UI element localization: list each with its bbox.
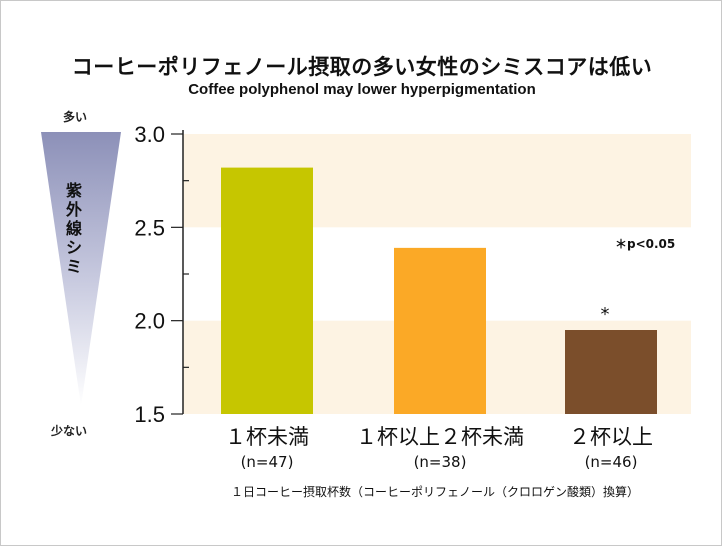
category-sample-size: (n=46) xyxy=(584,453,638,471)
bar xyxy=(221,167,313,414)
y-axis-label-char: 線 xyxy=(65,219,82,238)
significance-note: ＊p<0.05 xyxy=(615,237,676,251)
y-axis-label-char: 外 xyxy=(65,200,82,219)
category-sample-size: (n=47) xyxy=(240,453,294,471)
category-name: １杯以上２杯未満 xyxy=(356,425,524,449)
y-axis-label-char: シ xyxy=(65,238,82,257)
category-label: １杯未満 (n=47) xyxy=(172,421,362,471)
category-name: １杯未満 xyxy=(225,425,309,449)
y-tick-label: 1.5 xyxy=(134,402,165,427)
y-tick-label: 3.0 xyxy=(134,122,165,147)
y-axis-label-char: ミ xyxy=(65,257,82,276)
category-label: ２杯以上 (n=46) xyxy=(516,421,706,471)
ylabel-top: 多い xyxy=(63,110,88,124)
y-tick-label: 2.5 xyxy=(134,215,165,240)
bar xyxy=(394,247,486,414)
significance-marker: * xyxy=(601,304,610,325)
ylabel-bottom: 少ない xyxy=(51,424,88,438)
x-axis-label: １日コーヒー摂取杯数（コーヒーポリフェノール（クロロゲン酸類）換算） xyxy=(231,485,640,499)
chart-title: コーヒーポリフェノール摂取の多い女性のシミスコアは低い xyxy=(71,55,653,79)
bar xyxy=(565,330,657,414)
category-name: ２杯以上 xyxy=(569,425,653,449)
y-axis-label: 紫外線シミ xyxy=(60,181,88,276)
y-tick-label: 2.0 xyxy=(134,309,165,334)
category-label: １杯以上２杯未満 (n=38) xyxy=(345,421,535,471)
y-axis-label-char: 紫 xyxy=(65,181,82,200)
category-sample-size: (n=38) xyxy=(413,453,467,471)
chart-subtitle: Coffee polyphenol may lower hyperpigment… xyxy=(188,81,536,98)
